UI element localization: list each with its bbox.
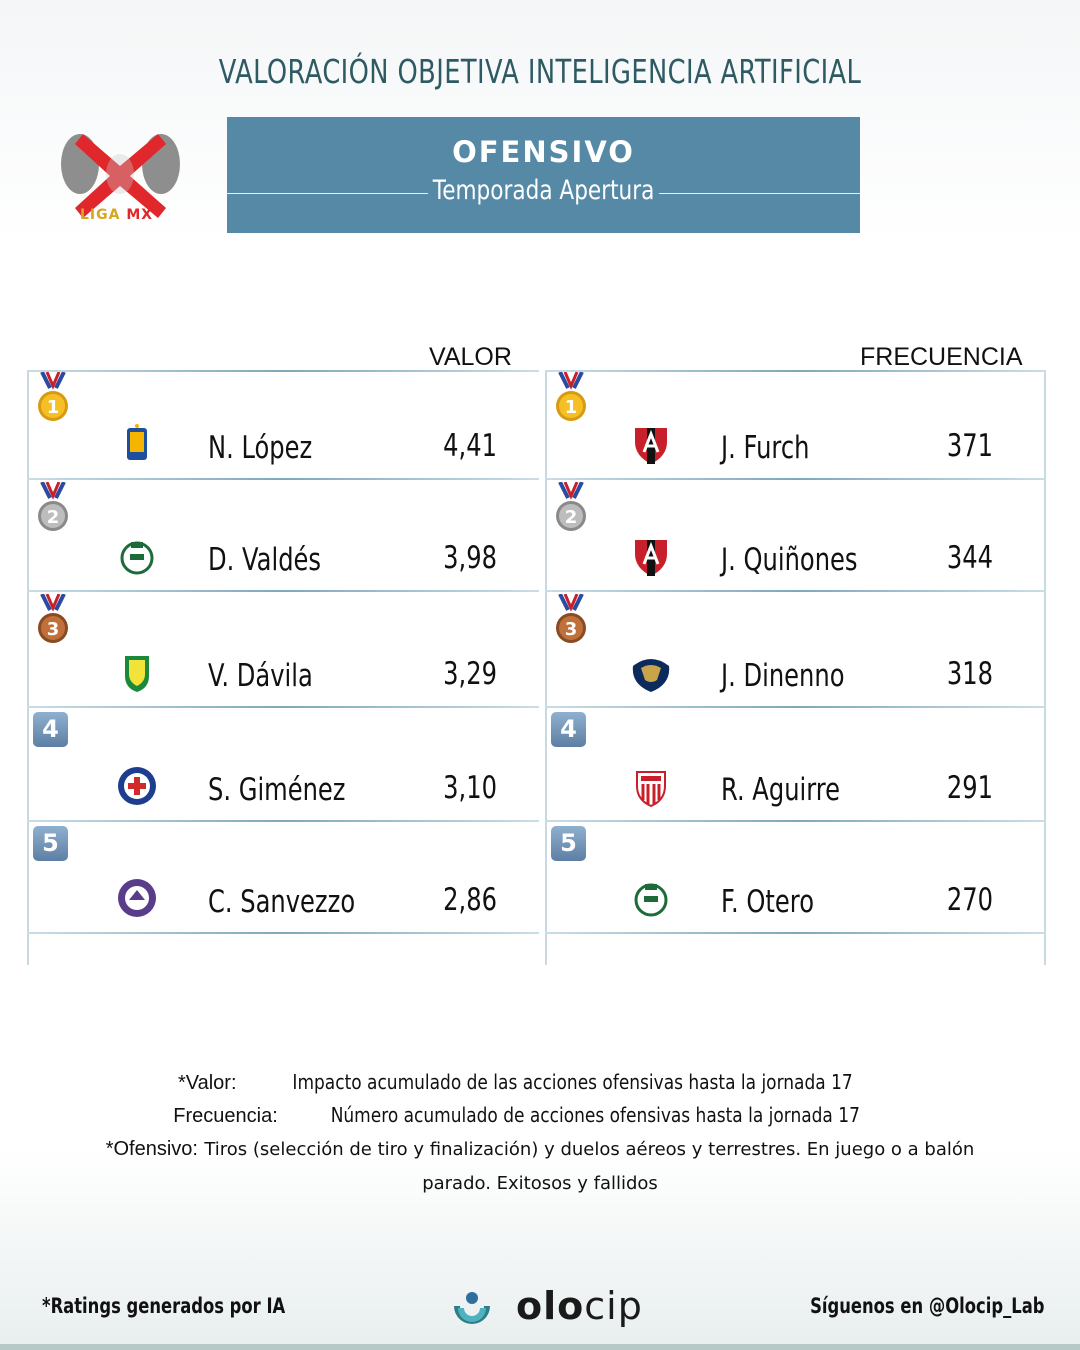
necaxa-crest-icon: [636, 771, 666, 808]
ranking-row: 3 J. Dinenno 318: [545, 592, 1046, 708]
row-divider: [545, 932, 1046, 934]
note-valor-text: Impacto acumulado de las acciones ofensi…: [292, 1070, 853, 1094]
row-divider: [545, 706, 1046, 708]
pumas-crest-icon: [632, 659, 670, 692]
follow-us-link[interactable]: Síguenos en @Olocip_Lab: [809, 1294, 1044, 1318]
rank-5-icon: 5: [33, 826, 68, 861]
row-divider: [545, 478, 1046, 480]
silver-medal-icon: 2: [38, 482, 68, 531]
player-name: R. Aguirre: [721, 772, 841, 808]
leon-crest-icon: [125, 656, 149, 692]
row-divider: [27, 478, 539, 480]
page-title: VALORACIÓN OBJETIVA INTELIGENCIA ARTIFIC…: [218, 52, 862, 91]
player-value: 3,29: [443, 656, 497, 692]
banner-subtitle: Temporada Apertura: [427, 175, 660, 206]
ratings-note: *Ratings generados por IA: [42, 1294, 286, 1318]
player-name: F. Otero: [721, 884, 814, 920]
note-valor: *Valor: Impacto acumulado de las accione…: [90, 1066, 990, 1099]
player-value: 3,98: [443, 540, 497, 576]
svg-text:3: 3: [47, 619, 60, 640]
player-name: J. Dinenno: [721, 658, 845, 694]
footnotes: *Valor: Impacto acumulado de las accione…: [90, 1066, 990, 1200]
bronze-medal-icon: 3: [556, 594, 586, 643]
ranking-row: 5 C. Sanvezzo 2,86: [27, 822, 539, 964]
player-value: 4,41: [443, 428, 497, 464]
note-ofensivo-label: *Ofensivo:: [105, 1138, 198, 1160]
row-divider: [545, 820, 1046, 822]
olocip-wordmark: olocip: [516, 1284, 643, 1328]
liga-mx-text: LIGA MX: [80, 207, 154, 223]
rank-4-icon: 4: [33, 712, 68, 747]
ranking-row: 5 F. Otero 270: [545, 822, 1046, 964]
section-banner: OFENSIVO Temporada Apertura: [227, 117, 860, 233]
svg-text:1: 1: [47, 397, 60, 418]
player-name: C. Sanvezzo: [208, 884, 356, 920]
santos-crest-icon: [634, 883, 668, 917]
player-name: J. Furch: [721, 430, 810, 466]
olocip-brand[interactable]: olocip: [450, 1282, 643, 1332]
player-value: 291: [946, 770, 993, 806]
frecuencia-header: FRECUENCIA: [860, 343, 1023, 371]
svg-text:2: 2: [47, 507, 60, 528]
ranking-row: 2 D. Valdés 3,98: [27, 480, 539, 592]
banner-subtitle-wrap: Temporada Apertura: [227, 175, 860, 206]
mazatlan-crest-icon: [118, 879, 156, 917]
gold-medal-icon: 1: [556, 372, 586, 421]
note-frecuencia-text: Número acumulado de acciones ofensivas h…: [330, 1103, 861, 1127]
bronze-medal-icon: 3: [38, 594, 68, 643]
bottom-bar: [0, 1344, 1080, 1350]
tigres-crest-icon: [127, 424, 147, 460]
atlas-crest-icon: [635, 428, 667, 464]
row-divider: [27, 932, 539, 934]
santos-crest-icon: [120, 541, 154, 575]
frecuencia-table: 1 J. Furch 371 2 J. Quiñones 344 3 J. Dinenno 31…: [545, 370, 1046, 965]
player-value: 3,10: [443, 770, 497, 806]
note-valor-label: *Valor:: [177, 1072, 237, 1094]
table-top-line: [545, 370, 1046, 372]
note-ofensivo-text: Tiros (selección de tiro y finalización)…: [204, 1139, 975, 1194]
row-divider: [27, 590, 539, 592]
ranking-row: 4 S. Giménez 3,10: [27, 708, 539, 822]
player-name: S. Giménez: [208, 772, 346, 808]
valor-table: 1 N. López 4,41 2 D. Valdés 3,98 3 V. Dávila 3,2…: [27, 370, 539, 965]
player-value: 344: [946, 540, 993, 576]
note-frecuencia-label: Frecuencia:: [173, 1105, 278, 1127]
svg-text:3: 3: [565, 619, 578, 640]
liga-mx-logo-icon: [61, 134, 180, 218]
player-value: 371: [946, 428, 993, 464]
ranking-row: 4 R. Aguirre 291: [545, 708, 1046, 822]
banner-title: OFENSIVO: [452, 135, 635, 169]
brand-bold: olo: [516, 1284, 585, 1328]
row-divider: [27, 820, 539, 822]
atlas-crest-icon: [635, 540, 667, 576]
player-name: N. López: [208, 430, 313, 466]
row-divider: [545, 590, 1046, 592]
svg-text:1: 1: [565, 397, 578, 418]
ranking-row: 1 N. López 4,41: [27, 370, 539, 480]
note-ofensivo: *Ofensivo: Tiros (selección de tiro y fi…: [90, 1132, 990, 1200]
valor-header: VALOR: [429, 343, 512, 371]
ranking-row: 1 J. Furch 371: [545, 370, 1046, 480]
gold-medal-icon: 1: [38, 372, 68, 421]
brand-light: cip: [584, 1284, 643, 1328]
player-name: V. Dávila: [208, 658, 313, 694]
player-name: J. Quiñones: [721, 542, 858, 578]
rank-5-icon: 5: [551, 826, 586, 861]
cruz-azul-crest-icon: [118, 767, 156, 805]
player-value: 2,86: [443, 882, 497, 918]
svg-text:2: 2: [565, 507, 578, 528]
ranking-row: 2 J. Quiñones 344: [545, 480, 1046, 592]
note-frecuencia: Frecuencia: Número acumulado de acciones…: [90, 1099, 990, 1132]
silver-medal-icon: 2: [556, 482, 586, 531]
table-top-line: [27, 370, 539, 372]
ranking-row: 3 V. Dávila 3,29: [27, 592, 539, 708]
row-divider: [27, 706, 539, 708]
player-value: 270: [946, 882, 993, 918]
olocip-logo-icon: [454, 1292, 490, 1324]
rank-4-icon: 4: [551, 712, 586, 747]
player-name: D. Valdés: [208, 542, 322, 578]
player-value: 318: [946, 656, 993, 692]
